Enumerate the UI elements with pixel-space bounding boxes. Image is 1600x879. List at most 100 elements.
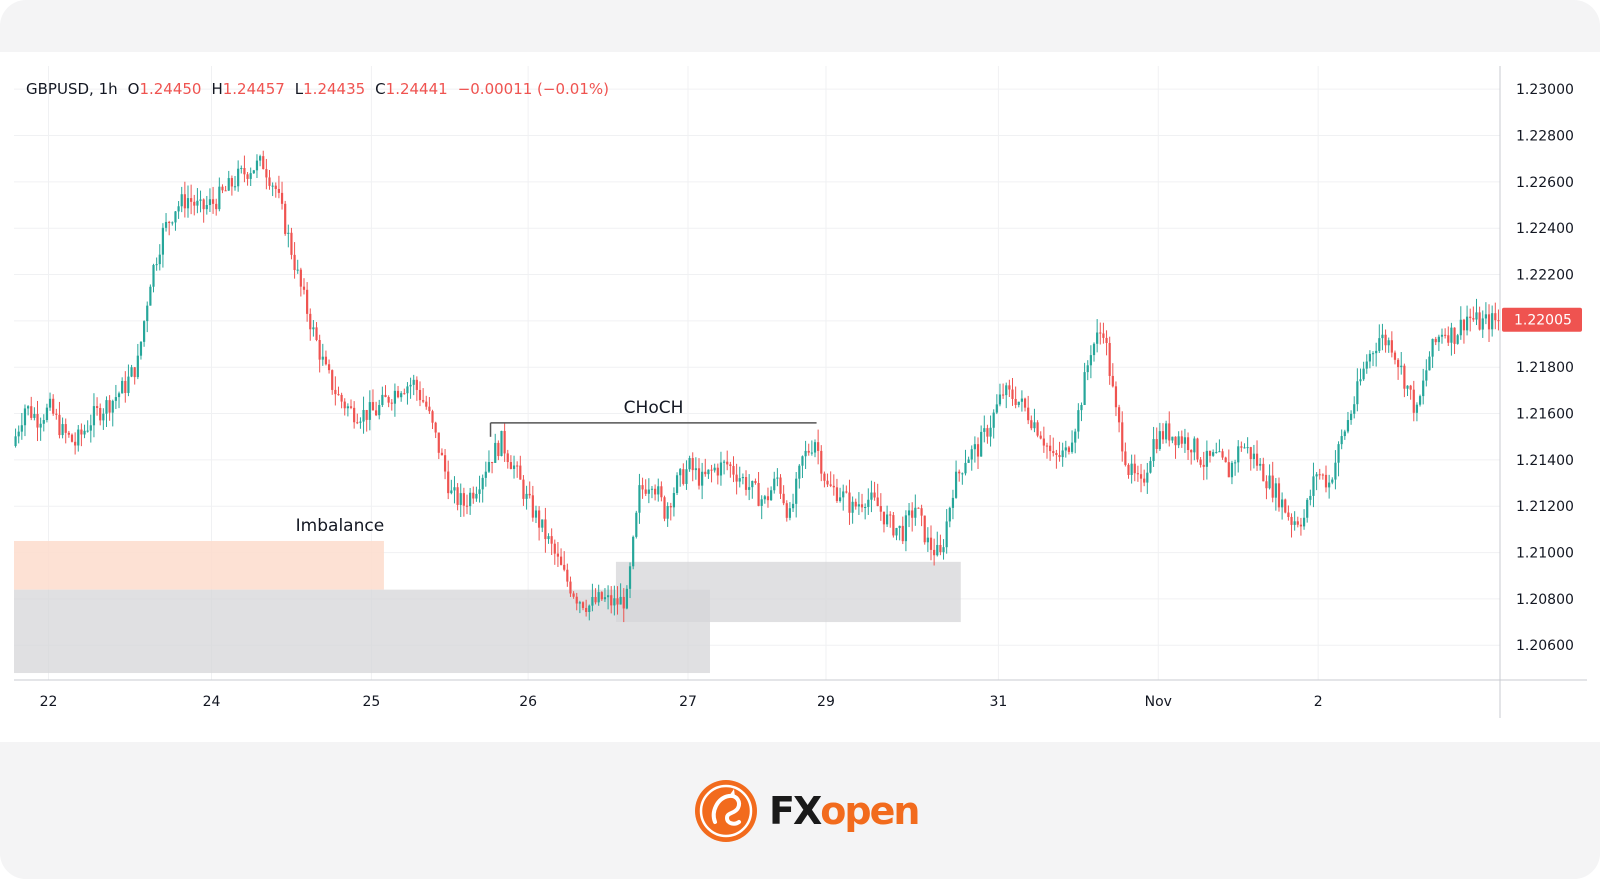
candle-bearish	[1124, 442, 1127, 467]
candle-bearish	[371, 389, 375, 411]
candle-bearish	[1058, 441, 1061, 462]
candle-bearish	[845, 485, 848, 494]
candle-bullish	[1149, 456, 1152, 474]
candle-bearish	[823, 471, 826, 488]
candle-bearish	[660, 481, 663, 502]
candle-bullish	[842, 484, 845, 511]
candle-bullish	[525, 485, 528, 510]
brand-open: open	[820, 789, 920, 833]
candle-bearish	[766, 487, 770, 508]
candle-bearish	[1108, 336, 1111, 385]
candle-bearish	[36, 400, 39, 442]
candle-bullish	[45, 403, 49, 423]
candle-bearish	[1469, 308, 1472, 332]
candle-bullish	[494, 433, 497, 463]
price-tick-label: 1.20600	[1516, 638, 1574, 654]
candle-bearish	[1462, 318, 1466, 344]
candle-bullish	[1005, 382, 1008, 409]
candle-bearish	[384, 385, 387, 398]
price-tick-label: 1.20800	[1516, 592, 1574, 608]
candle-bearish	[1240, 441, 1243, 452]
candle-bullish	[1343, 429, 1346, 440]
candle-bearish	[716, 463, 719, 485]
candle-bearish	[302, 278, 306, 295]
candle-bearish	[832, 474, 835, 496]
symbol-name[interactable]: GBPUSD	[26, 80, 90, 98]
candle-bearish	[324, 350, 328, 366]
open-value: 1.24450	[139, 80, 202, 98]
candle-bullish	[259, 154, 262, 167]
candle-bearish	[1287, 505, 1290, 521]
imbalance-zone[interactable]	[14, 540, 384, 590]
low-label: L	[294, 80, 304, 98]
candle-bearish	[754, 478, 757, 485]
candle-bearish	[644, 479, 647, 497]
candle-bullish	[886, 505, 889, 527]
candle-bearish	[434, 421, 437, 439]
candle-bearish	[1174, 436, 1177, 459]
candle-bullish	[1481, 310, 1484, 338]
candle-bullish	[748, 474, 751, 501]
candle-bullish	[20, 413, 23, 440]
candle-bullish	[196, 188, 199, 214]
chart-panel[interactable]: CHoCH Imbalance 1.23000 1.22800 1.22600 1.2…	[0, 52, 1600, 742]
candle-bearish	[30, 396, 33, 421]
candle-bearish	[327, 359, 331, 374]
candle-bearish	[556, 541, 560, 568]
candle-bullish	[1381, 323, 1384, 351]
candle-bullish	[1061, 442, 1064, 467]
price-tick-label: 1.22400	[1516, 221, 1574, 237]
candle-bullish	[1375, 342, 1378, 367]
candle-bullish	[130, 364, 133, 378]
candle-bullish	[1246, 437, 1249, 454]
candle-bullish	[701, 462, 704, 500]
candle-bullish	[867, 488, 870, 515]
candle-bearish	[538, 506, 541, 541]
candle-bearish	[682, 463, 685, 486]
candle-bearish	[193, 194, 196, 216]
candle-bearish	[1249, 446, 1252, 471]
candle-bullish	[795, 472, 798, 518]
candle-bullish	[1400, 351, 1403, 375]
candle-bullish	[111, 399, 114, 427]
candle-bearish	[1105, 330, 1108, 356]
candle-bearish	[1262, 457, 1265, 482]
chart-canvas[interactable]: CHoCH Imbalance 1.230001.228001.226001.2…	[0, 52, 1600, 742]
candle-bullish	[1152, 426, 1155, 467]
candle-bullish	[851, 496, 854, 524]
candle-bullish	[1230, 460, 1234, 485]
grey-zone-choch[interactable]	[615, 561, 961, 623]
candle-bullish	[983, 415, 986, 443]
candle-bearish	[826, 473, 829, 488]
candle-bullish	[1306, 498, 1309, 523]
candle-bearish	[610, 586, 613, 614]
price-tick-label: 1.22200	[1516, 268, 1574, 284]
candle-bearish	[67, 430, 70, 438]
candle-bullish	[205, 195, 208, 215]
candle-bearish	[1042, 426, 1045, 453]
candle-bullish	[484, 461, 487, 487]
candle-bearish	[1121, 411, 1124, 462]
grey-zone-lower[interactable]	[14, 589, 710, 674]
candle-bullish	[149, 284, 152, 306]
candle-bullish	[105, 396, 108, 427]
candle-bullish	[136, 343, 139, 380]
candle-bearish	[365, 409, 368, 432]
candle-bullish	[368, 390, 371, 431]
candle-bearish	[1027, 395, 1030, 425]
candle-bearish	[1052, 437, 1055, 457]
candle-bearish	[1284, 498, 1287, 514]
candle-bearish	[920, 504, 923, 527]
candle-bearish	[309, 308, 312, 341]
candle-bullish	[1243, 443, 1246, 449]
candle-bullish	[240, 165, 243, 174]
footer: FXopen	[0, 742, 1600, 879]
candle-bearish	[879, 493, 882, 521]
candle-bullish	[61, 417, 64, 439]
candle-bullish	[359, 417, 362, 429]
candle-bearish	[522, 475, 525, 506]
candle-bearish	[726, 450, 729, 471]
interval-label[interactable]: 1h	[98, 80, 118, 98]
candle-bearish	[929, 525, 933, 561]
